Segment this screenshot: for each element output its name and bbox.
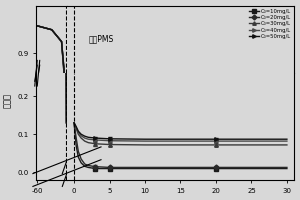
Legend: C₀=10mg/L, C₀=20mg/L, C₀=30mg/L, C₀=40mg/L, C₀=50mg/L: C₀=10mg/L, C₀=20mg/L, C₀=30mg/L, C₀=40mg… [247, 7, 293, 41]
Text: 加入PMS: 加入PMS [88, 35, 113, 44]
Text: 去除率: 去除率 [3, 92, 12, 108]
